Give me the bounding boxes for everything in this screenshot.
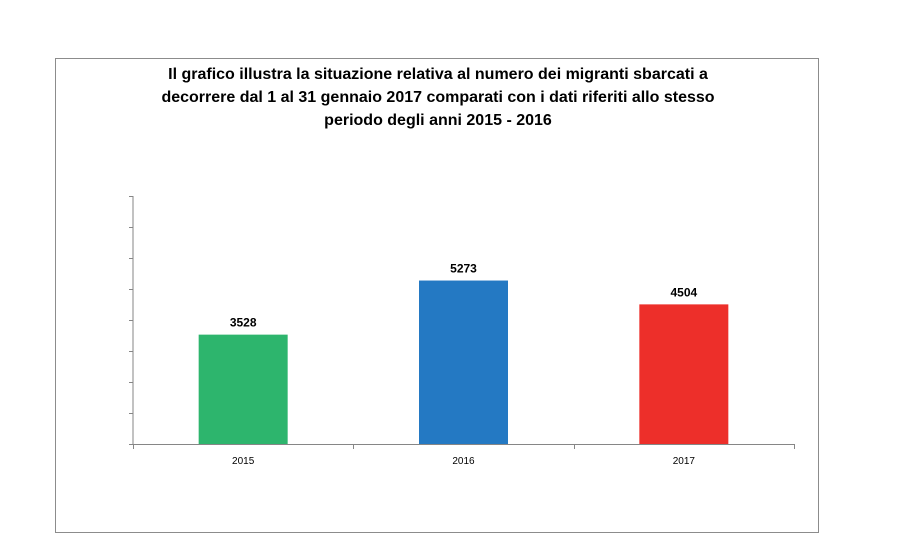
chart-title: Il grafico illustra la situazione relati… — [56, 63, 820, 132]
x-tick-label-2017: 2017 — [673, 456, 696, 467]
chart-title-line-1: Il grafico illustra la situazione relati… — [168, 66, 708, 83]
data-label-2016: 5273 — [450, 262, 477, 276]
data-label-2015: 3528 — [230, 316, 257, 330]
bar-2016 — [419, 280, 508, 444]
bar-2015 — [198, 334, 288, 444]
x-tick-label-2016: 2016 — [452, 456, 475, 467]
data-label-2017: 4504 — [670, 285, 697, 299]
bar-2017 — [639, 304, 729, 444]
chart-title-line-3: periodo degli anni 2015 - 2016 — [324, 112, 552, 129]
x-tick-label-2015: 2015 — [232, 456, 255, 467]
chart-title-line-2: decorrere dal 1 al 31 gennaio 2017 compa… — [161, 89, 715, 106]
